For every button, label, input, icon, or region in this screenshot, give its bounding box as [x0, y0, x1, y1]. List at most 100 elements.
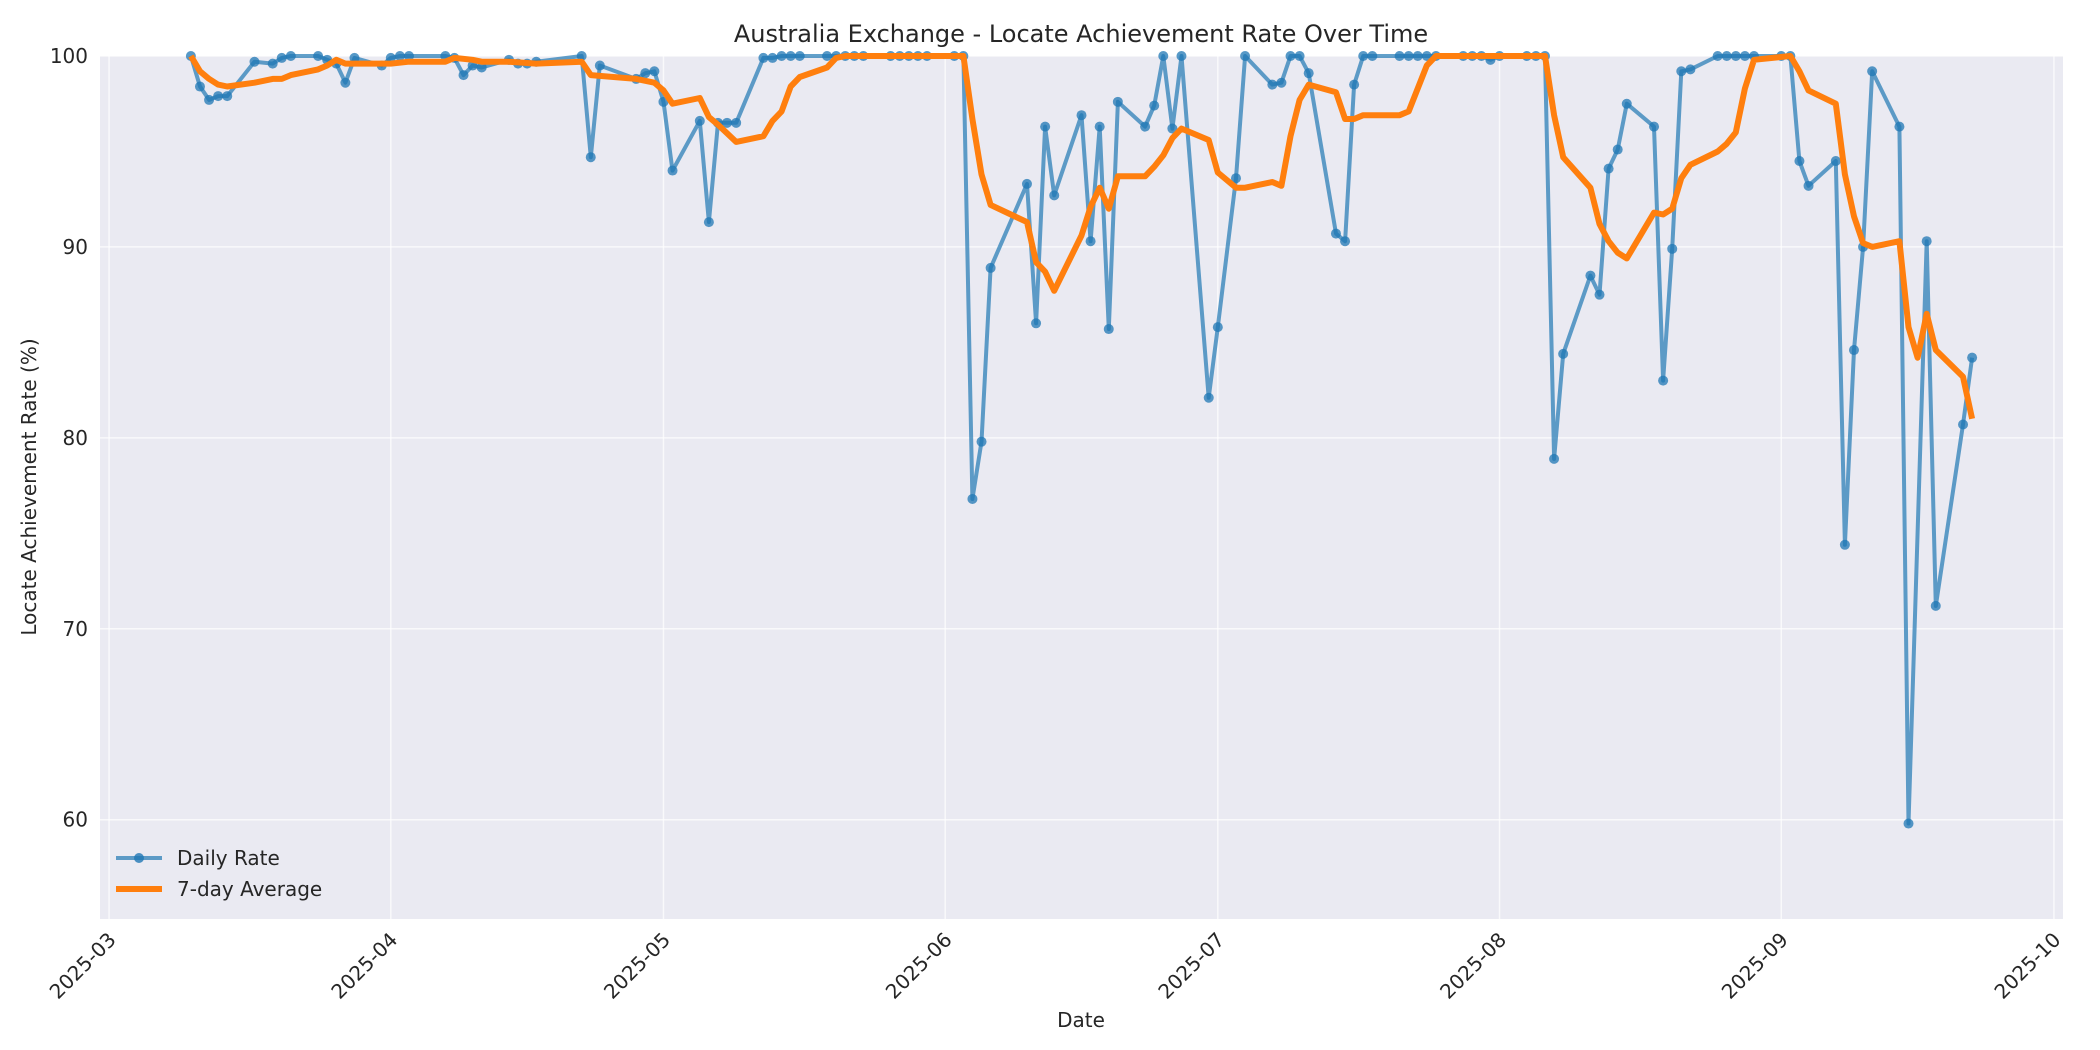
data-point — [1421, 51, 1432, 61]
data-point — [1894, 121, 1905, 132]
data-point — [1085, 236, 1096, 247]
data-point — [1739, 51, 1750, 61]
data-point — [1730, 51, 1741, 61]
data-point — [1167, 123, 1178, 134]
data-point — [1394, 51, 1405, 61]
data-point — [1958, 419, 1969, 430]
data-point — [576, 51, 587, 61]
data-point — [649, 66, 660, 77]
data-point — [1094, 121, 1105, 132]
data-point — [1303, 68, 1314, 79]
y-tick-label: 60 — [63, 808, 88, 832]
data-point — [476, 62, 487, 73]
data-point — [204, 94, 215, 105]
y-tick-label: 80 — [63, 426, 88, 450]
data-point — [1267, 79, 1278, 90]
data-point — [794, 51, 805, 61]
data-point — [1794, 156, 1805, 167]
data-point — [785, 51, 796, 61]
data-point — [985, 262, 996, 273]
data-point — [1921, 236, 1932, 247]
data-point — [394, 51, 405, 61]
data-point — [276, 52, 287, 63]
data-point — [1176, 51, 1187, 61]
data-point — [1412, 51, 1423, 61]
data-point — [1031, 318, 1042, 329]
x-tick-label: 2025-08 — [1435, 928, 1511, 1004]
data-point — [1685, 64, 1696, 75]
legend: Daily Rate 7-day Average — [116, 846, 322, 901]
data-point — [222, 91, 233, 102]
x-tick-label: 2025-10 — [1989, 928, 2065, 1004]
data-point — [594, 60, 605, 71]
x-tick-label: 2025-04 — [326, 928, 402, 1004]
data-point — [1621, 98, 1632, 109]
data-point — [767, 52, 778, 63]
data-point — [667, 165, 678, 176]
data-point — [758, 52, 769, 63]
data-point — [403, 51, 414, 61]
data-point — [1358, 51, 1369, 61]
y-axis-ticks: 60 70 80 90 100 — [50, 44, 88, 832]
data-point — [1403, 51, 1414, 61]
data-point — [1076, 110, 1087, 121]
gridlines — [100, 55, 2063, 919]
data-point — [1240, 51, 1251, 61]
data-point — [1667, 243, 1678, 254]
data-point — [1103, 324, 1114, 335]
data-point — [349, 52, 360, 63]
data-point — [731, 117, 742, 128]
data-point — [1294, 51, 1305, 61]
data-point — [313, 51, 324, 61]
y-axis-label: Locate Achievement Rate (%) — [17, 338, 41, 635]
data-point — [267, 58, 278, 69]
y-tick-label: 70 — [63, 617, 88, 641]
y-tick-label: 100 — [50, 44, 88, 68]
data-point — [1712, 51, 1723, 61]
data-point — [1721, 51, 1732, 61]
data-point — [1203, 392, 1214, 403]
data-point — [1658, 375, 1669, 386]
data-point — [1967, 352, 1978, 363]
data-point — [194, 81, 205, 92]
data-point — [1558, 348, 1569, 359]
data-point — [694, 115, 705, 126]
data-point — [1603, 163, 1614, 174]
legend-item-daily-rate: Daily Rate — [116, 846, 280, 870]
data-point — [1049, 190, 1060, 201]
data-point — [1867, 66, 1878, 77]
legend-label-daily-rate: Daily Rate — [177, 846, 280, 870]
data-point — [1367, 51, 1378, 61]
data-point — [1276, 77, 1287, 88]
data-point — [1676, 66, 1687, 77]
data-point — [1330, 228, 1341, 239]
data-point — [340, 77, 351, 88]
data-point — [822, 51, 833, 61]
x-tick-label: 2025-06 — [881, 928, 957, 1004]
data-point — [1649, 121, 1660, 132]
data-point — [1040, 121, 1051, 132]
data-point — [1285, 51, 1296, 61]
data-point — [722, 117, 733, 128]
data-point — [285, 51, 296, 61]
data-point — [1594, 289, 1605, 300]
legend-item-7day-average: 7-day Average — [116, 877, 322, 901]
y-tick-label: 90 — [63, 235, 88, 259]
data-point — [703, 217, 714, 228]
x-tick-label: 2025-09 — [1717, 928, 1793, 1004]
data-point — [1340, 236, 1351, 247]
legend-label-7day-average: 7-day Average — [177, 877, 322, 901]
plot-area — [100, 56, 2063, 919]
chart-title: Australia Exchange - Locate Achievement … — [734, 20, 1428, 48]
data-point — [776, 51, 787, 61]
data-point — [213, 91, 224, 102]
x-tick-label: 2025-05 — [599, 928, 675, 1004]
data-point — [1612, 144, 1623, 155]
x-tick-label: 2025-03 — [45, 928, 121, 1004]
data-point — [1803, 180, 1814, 191]
data-point — [1830, 156, 1841, 167]
data-point — [1149, 100, 1160, 111]
x-tick-label: 2025-07 — [1153, 928, 1229, 1004]
data-point — [249, 56, 260, 67]
